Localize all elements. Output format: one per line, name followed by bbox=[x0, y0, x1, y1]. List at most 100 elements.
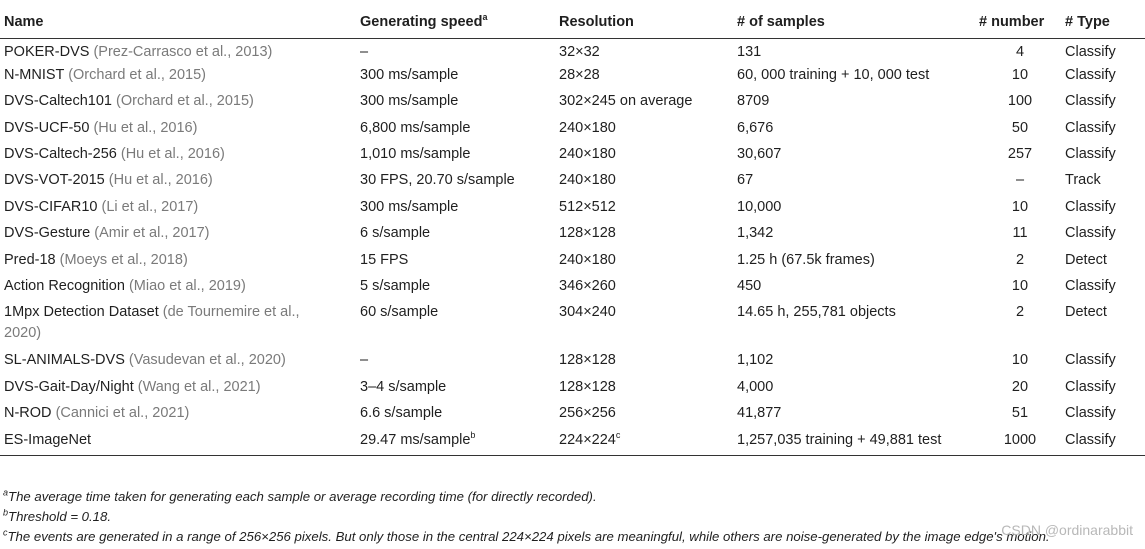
cell-samples: 1,342 bbox=[737, 225, 774, 242]
cell-speed: 300 ms/sample bbox=[360, 66, 459, 83]
dataset-name: Action Recognition bbox=[4, 278, 125, 295]
cell-name: DVS-Gesture (Amir et al., 2017) bbox=[0, 223, 356, 249]
cell-samples: 60, 000 training + 10, 000 test bbox=[737, 66, 930, 83]
footnote-c: cThe events are generated in a range of … bbox=[3, 527, 1050, 544]
cell-samples: 41,877 bbox=[737, 405, 782, 422]
citation: (Li et al., 2017) bbox=[101, 198, 199, 215]
cell-speed: 15 FPS bbox=[360, 251, 409, 268]
cell-speed: 5 s/sample bbox=[360, 278, 431, 295]
dataset-name: DVS-Gesture bbox=[4, 225, 91, 242]
citation: (Vasudevan et al., 2020) bbox=[128, 352, 286, 369]
watermark: CSDN @ordinarabbit bbox=[1001, 522, 1133, 538]
header-resolution: Resolution bbox=[555, 6, 733, 39]
cell-resolution: 224×224c bbox=[559, 429, 621, 448]
footnote-b: bThreshold = 0.18. bbox=[3, 507, 112, 524]
cell-speed: – bbox=[360, 44, 369, 60]
cell-samples: 10,000 bbox=[737, 198, 782, 215]
cell-name: DVS-CIFAR10 (Li et al., 2017) bbox=[0, 197, 356, 223]
dataset-name: DVS-Gait-Day/Night bbox=[4, 378, 134, 395]
table-header: Name Generating speeda Resolution # of s… bbox=[0, 6, 1145, 39]
citation: (Orchard et al., 2015) bbox=[68, 66, 207, 83]
cell-name: 1Mpx Detection Dataset (de Tournemire et… bbox=[0, 302, 356, 350]
table-body: POKER-DVS (Prez-Carrasco et al., 2013) –3… bbox=[0, 39, 1145, 456]
cell-number: 50 bbox=[1011, 119, 1029, 136]
cell-samples: 1.25 h (67.5k frames) bbox=[737, 251, 875, 268]
citation-cont: 2020) bbox=[4, 325, 42, 342]
table-row: DVS-UCF-50 (Hu et al., 2016) 6,800 ms/sam… bbox=[0, 118, 1145, 144]
cell-number: 100 bbox=[1007, 93, 1033, 110]
citation: (Wang et al., 2021) bbox=[137, 378, 261, 395]
table-row: ES-ImageNet 29.47 ms/sampleb 224×224c 1,257… bbox=[0, 430, 1145, 456]
header-name: Name bbox=[0, 6, 356, 39]
cell-type: Classify bbox=[1065, 405, 1116, 422]
header-type: # Type bbox=[1061, 6, 1145, 39]
cell-samples: 1,257,035 training + 49,881 test bbox=[737, 431, 942, 448]
dataset-name: SL-ANIMALS-DVS bbox=[4, 352, 125, 369]
cell-name: Pred-18 (Moeys et al., 2018) bbox=[0, 250, 356, 276]
table-row: N-ROD (Cannici et al., 2021) 6.6 s/sample… bbox=[0, 403, 1145, 429]
cell-number: 10 bbox=[1011, 278, 1029, 295]
footnote-mark-b: b bbox=[470, 429, 476, 440]
dataset-name: DVS-Caltech101 bbox=[4, 93, 112, 110]
cell-name: ES-ImageNet bbox=[0, 430, 356, 456]
cell-speed: 30 FPS, 20.70 s/sample bbox=[360, 172, 515, 189]
cell-speed: 6.6 s/sample bbox=[360, 405, 443, 422]
table-row: DVS-Caltech-256 (Hu et al., 2016) 1,010 m… bbox=[0, 144, 1145, 170]
footnote-mark-c: c bbox=[615, 429, 621, 440]
cell-speed: 3–4 s/sample bbox=[360, 378, 447, 395]
cell-name: DVS-Caltech101 (Orchard et al., 2015) bbox=[0, 91, 356, 117]
cell-resolution: 28×28 bbox=[559, 66, 600, 83]
cell-resolution: 32×32 bbox=[559, 44, 600, 60]
dataset-name: N-MNIST bbox=[4, 66, 65, 83]
citation: (Orchard et al., 2015) bbox=[116, 93, 254, 110]
cell-speed: – bbox=[360, 352, 369, 369]
table-row: N-MNIST (Orchard et al., 2015) 300 ms/sam… bbox=[0, 65, 1145, 91]
cell-resolution: 128×128 bbox=[559, 225, 616, 242]
cell-speed: 1,010 ms/sample bbox=[360, 146, 471, 163]
cell-resolution: 302×245 on average bbox=[559, 93, 693, 110]
cell-resolution: 240×180 bbox=[559, 119, 616, 136]
cell-resolution: 304×240 bbox=[559, 304, 616, 321]
cell-resolution: 240×180 bbox=[559, 251, 616, 268]
cell-number: 10 bbox=[1011, 198, 1029, 215]
cell-name: DVS-Gait-Day/Night (Wang et al., 2021) bbox=[0, 377, 356, 403]
cell-speed: 6,800 ms/sample bbox=[360, 119, 471, 136]
cell-type: Classify bbox=[1065, 198, 1116, 215]
dataset-name: DVS-CIFAR10 bbox=[4, 198, 98, 215]
cell-name: SL-ANIMALS-DVS (Vasudevan et al., 2020) bbox=[0, 350, 356, 376]
footnote-a: aThe average time taken for generating e… bbox=[3, 487, 597, 504]
cell-name: DVS-VOT-2015 (Hu et al., 2016) bbox=[0, 170, 356, 196]
cell-type: Classify bbox=[1065, 66, 1116, 83]
cell-number: 2 bbox=[1015, 304, 1025, 321]
cell-samples: 30,607 bbox=[737, 146, 782, 163]
cell-type: Classify bbox=[1065, 378, 1116, 395]
table-row: DVS-Gait-Day/Night (Wang et al., 2021) 3–… bbox=[0, 377, 1145, 403]
cell-number: 51 bbox=[1011, 405, 1029, 422]
cell-resolution: 240×180 bbox=[559, 146, 616, 163]
cell-number: 2 bbox=[1015, 251, 1025, 268]
cell-samples: 1,102 bbox=[737, 352, 774, 369]
cell-resolution: 256×256 bbox=[559, 405, 616, 422]
dataset-name: POKER-DVS bbox=[4, 44, 90, 60]
cell-number: 257 bbox=[1007, 146, 1033, 163]
cell-samples: 6,676 bbox=[737, 119, 774, 136]
footnote-mark-a: a bbox=[482, 12, 488, 23]
cell-samples: 67 bbox=[737, 172, 754, 189]
cell-name: POKER-DVS (Prez-Carrasco et al., 2013) bbox=[0, 39, 356, 65]
cell-speed: 300 ms/sample bbox=[360, 198, 459, 215]
citation: (Cannici et al., 2021) bbox=[55, 405, 190, 422]
cell-number: 11 bbox=[1012, 225, 1028, 242]
dataset-name: DVS-VOT-2015 bbox=[4, 172, 105, 189]
cell-number: – bbox=[1015, 172, 1025, 189]
table-row: DVS-VOT-2015 (Hu et al., 2016) 30 FPS, 20… bbox=[0, 170, 1145, 196]
cell-type: Classify bbox=[1065, 278, 1116, 295]
cell-type: Detect bbox=[1065, 251, 1107, 268]
table-row: DVS-Caltech101 (Orchard et al., 2015) 300… bbox=[0, 91, 1145, 117]
header-number: # number bbox=[975, 6, 1061, 39]
cell-samples: 8709 bbox=[737, 93, 770, 110]
cell-samples: 14.65 h, 255,781 objects bbox=[737, 304, 896, 321]
cell-name: N-MNIST (Orchard et al., 2015) bbox=[0, 65, 356, 91]
cell-samples: 450 bbox=[737, 278, 762, 295]
cell-type: Classify bbox=[1065, 352, 1116, 369]
cell-type: Track bbox=[1065, 172, 1101, 189]
